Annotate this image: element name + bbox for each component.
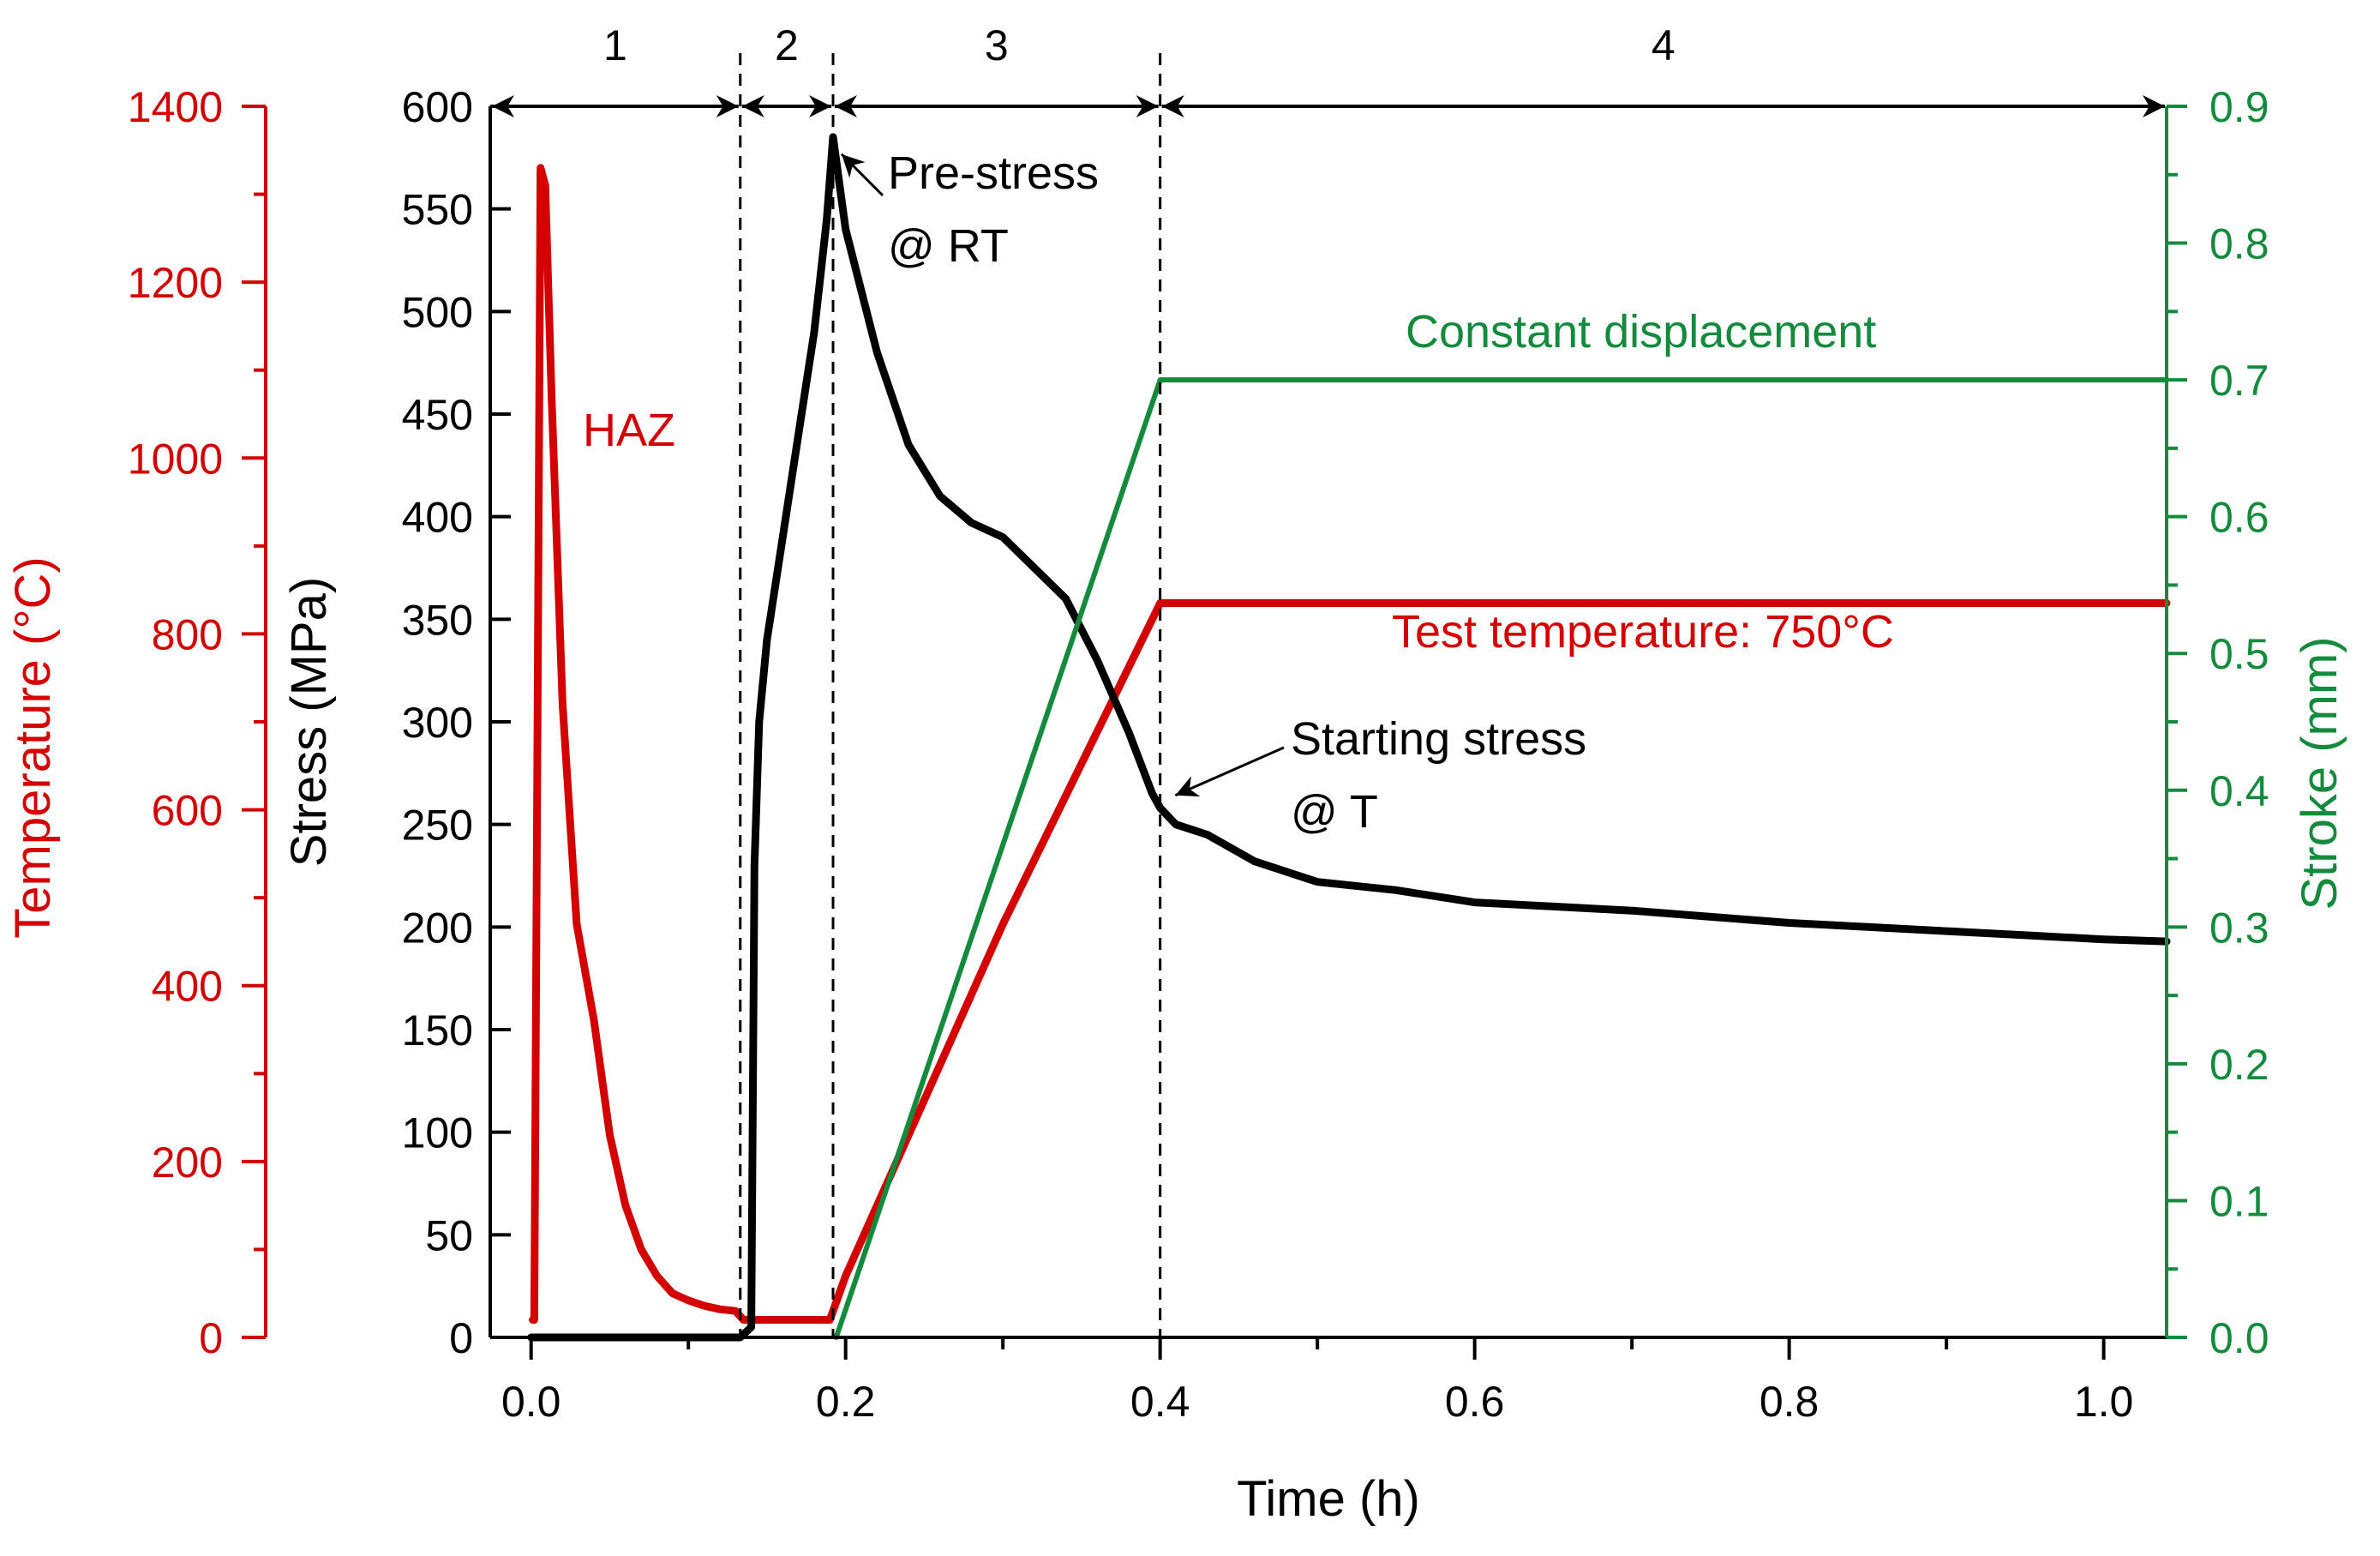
stress-tick-label: 150 xyxy=(402,1006,473,1054)
stress-tick-label: 600 xyxy=(402,83,473,131)
stress-tick-label: 500 xyxy=(402,288,473,336)
stroke-tick-label: 0.9 xyxy=(2209,83,2269,131)
stroke-tick-label: 0.1 xyxy=(2209,1177,2269,1225)
annotation-test-temperature: Test temperature: 750°C xyxy=(1392,606,1894,658)
stress-tick-label: 0 xyxy=(449,1314,473,1362)
x-axis-title: Time (h) xyxy=(1237,1471,1420,1527)
stress-axis-title: Stress (MPa) xyxy=(281,577,337,867)
phase-label-3: 3 xyxy=(985,21,1009,69)
x-tick-label: 0.4 xyxy=(1130,1378,1190,1426)
series-line-stress xyxy=(527,133,2171,1342)
stress-tick-label: 250 xyxy=(402,802,473,850)
temperature-tick-label: 0 xyxy=(199,1314,223,1362)
stress-tick-label: 200 xyxy=(402,904,473,952)
x-tick-label: 0.6 xyxy=(1445,1378,1505,1426)
annotation-haz: HAZ xyxy=(583,405,675,456)
stroke-tick-label: 0.8 xyxy=(2209,220,2269,268)
annotation-starting-stress-arrow xyxy=(1174,746,1285,797)
stroke-tick-label: 0.3 xyxy=(2209,904,2269,952)
temperature-axis-title: Temperature (°C) xyxy=(5,556,61,938)
temperature-tick-label: 400 xyxy=(152,963,223,1011)
stroke-tick-label: 0.0 xyxy=(2209,1314,2269,1362)
temperature-tick-label: 200 xyxy=(152,1138,223,1187)
annotation-constant-displacement: Constant displacement xyxy=(1406,306,1876,357)
temperature-tick-label: 600 xyxy=(152,787,223,835)
stroke-tick-label: 0.6 xyxy=(2209,494,2269,542)
series-line-stroke xyxy=(833,377,2169,1340)
x-tick-label: 1.0 xyxy=(2074,1378,2134,1426)
stroke-tick-label: 0.4 xyxy=(2209,767,2269,815)
temperature-tick-label: 1200 xyxy=(128,259,223,307)
phase-label-2: 2 xyxy=(775,21,799,69)
x-tick-label: 0.2 xyxy=(816,1378,876,1426)
stroke-tick-label: 0.2 xyxy=(2209,1041,2269,1089)
stroke-tick-label: 0.7 xyxy=(2209,357,2269,405)
series-line-temperature xyxy=(529,164,2171,1324)
annotation-starting-stress: Starting stress xyxy=(1291,713,1586,765)
phase-label-1: 1 xyxy=(603,21,627,69)
stress-tick-label: 400 xyxy=(402,494,473,542)
stress-tick-label: 550 xyxy=(402,186,473,234)
stroke-axis-title: Stroke (mm) xyxy=(2292,637,2347,910)
annotation-pre-stress-rt: @ RT xyxy=(888,220,1009,272)
x-tick-label: 0.0 xyxy=(501,1378,561,1426)
stress-tick-label: 450 xyxy=(402,391,473,439)
annotation-pre-stress-arrow xyxy=(840,153,884,197)
temperature-tick-label: 1400 xyxy=(128,83,223,131)
stress-tick-label: 300 xyxy=(402,699,473,747)
annotation-starting-stress-t: @ T xyxy=(1291,786,1378,838)
stress-tick-label: 350 xyxy=(402,596,473,644)
temperature-tick-label: 1000 xyxy=(128,435,223,483)
stress-tick-label: 100 xyxy=(402,1109,473,1157)
phase-label-4: 4 xyxy=(1652,21,1676,69)
stress-tick-label: 50 xyxy=(425,1211,473,1259)
stroke-tick-label: 0.5 xyxy=(2209,630,2269,678)
x-tick-label: 0.8 xyxy=(1760,1378,1819,1426)
temperature-tick-label: 800 xyxy=(152,610,223,658)
annotation-pre-stress: Pre-stress xyxy=(888,147,1099,199)
